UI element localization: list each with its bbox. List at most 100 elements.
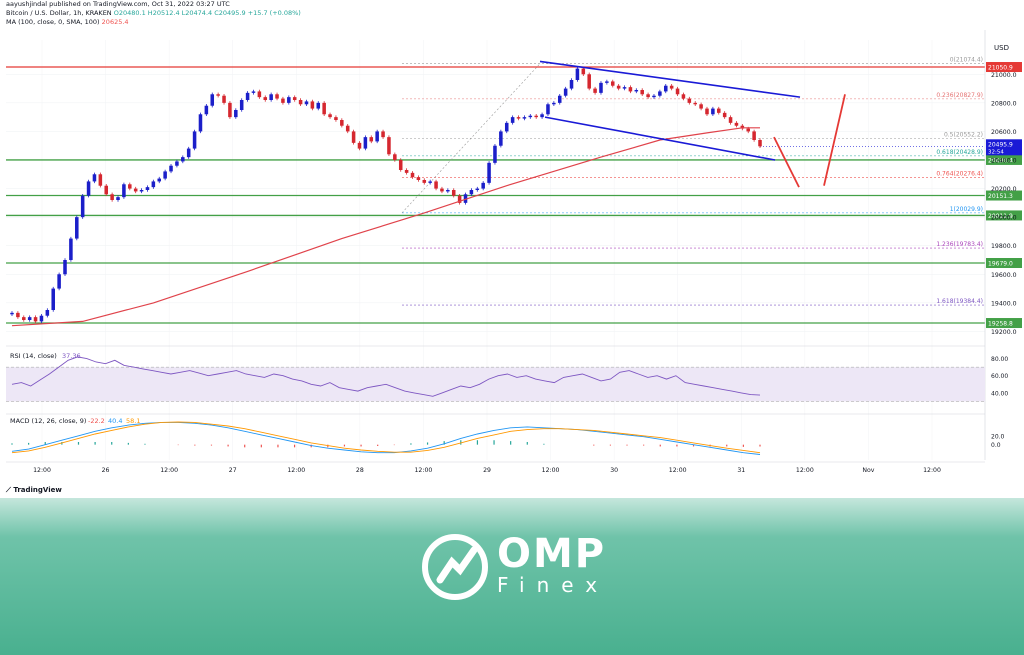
currency-label: USD bbox=[994, 44, 1009, 52]
candle bbox=[287, 95, 291, 105]
candle bbox=[752, 129, 756, 142]
level-tag bbox=[986, 318, 1022, 329]
candle-body bbox=[499, 131, 503, 146]
candle bbox=[728, 115, 733, 125]
candle-body bbox=[345, 125, 350, 132]
candle-body bbox=[675, 88, 680, 95]
candle bbox=[693, 101, 697, 106]
candle bbox=[722, 111, 727, 119]
candle bbox=[705, 106, 709, 116]
candle bbox=[628, 85, 633, 94]
publisher-line: aayushjindal published on TradingView.co… bbox=[6, 0, 230, 8]
level-tag bbox=[986, 190, 1022, 201]
x-tick-label: 28 bbox=[356, 467, 364, 474]
candle bbox=[375, 129, 379, 144]
candle-body bbox=[546, 104, 550, 115]
candle bbox=[151, 179, 156, 189]
candle-body bbox=[181, 157, 185, 162]
candle-body bbox=[681, 94, 686, 99]
candle bbox=[646, 92, 650, 99]
candle bbox=[133, 186, 138, 194]
candle-body bbox=[310, 101, 315, 109]
candle bbox=[175, 159, 179, 168]
candle-body bbox=[599, 82, 603, 93]
candle-body bbox=[151, 181, 156, 188]
candle-body bbox=[216, 94, 220, 96]
candle bbox=[186, 146, 191, 159]
level-tag-label: 19679.0 bbox=[988, 261, 1013, 268]
candle bbox=[228, 101, 232, 119]
fib-label: 1.236(19783.4) bbox=[936, 241, 983, 248]
candle-body bbox=[758, 140, 762, 147]
chart-canvas[interactable]: 21050.9 20400.4 20151.3 20011.9 19679.0 19258… bbox=[0, 0, 1024, 498]
candle bbox=[534, 114, 538, 119]
candle bbox=[393, 152, 397, 162]
candle-body bbox=[86, 181, 91, 196]
candle-body bbox=[740, 125, 745, 129]
candle bbox=[487, 161, 491, 185]
rsi-pane: 80.00 60.00 40.00 bbox=[6, 345, 1008, 402]
macd-tick-label: 20.0 bbox=[991, 433, 1005, 440]
candle-body bbox=[204, 105, 209, 115]
candle bbox=[758, 138, 762, 149]
candle-body bbox=[351, 131, 356, 143]
candle-body bbox=[658, 91, 662, 96]
candle-body bbox=[110, 194, 114, 200]
candle-body bbox=[610, 81, 615, 86]
candle bbox=[234, 108, 238, 119]
candle-body bbox=[640, 90, 644, 95]
candle-body bbox=[540, 114, 544, 118]
candle bbox=[275, 92, 279, 101]
level-tag bbox=[986, 258, 1022, 268]
candle-body bbox=[634, 90, 639, 92]
candle bbox=[610, 79, 615, 88]
x-tick-label: 27 bbox=[229, 467, 237, 474]
candle-body bbox=[593, 88, 597, 93]
candle-body bbox=[746, 128, 750, 132]
candle-body bbox=[281, 98, 285, 103]
candle bbox=[157, 176, 162, 184]
candle-body bbox=[622, 87, 627, 89]
candle bbox=[440, 186, 444, 194]
candle-body bbox=[717, 108, 721, 113]
candle-body bbox=[711, 108, 715, 115]
chart-card: aayushjindal published on TradingView.co… bbox=[0, 0, 1024, 498]
candle bbox=[711, 106, 715, 116]
macd-value-3: 58.1 bbox=[126, 417, 140, 425]
candle-body bbox=[528, 115, 533, 118]
candle bbox=[45, 308, 50, 318]
level-tag bbox=[986, 62, 1022, 73]
macd-signal-line bbox=[11, 421, 761, 454]
candles bbox=[10, 66, 762, 324]
x-tick-label: 12:00 bbox=[796, 467, 814, 474]
tradingview-brand: ⟋ TradingView bbox=[6, 486, 62, 495]
candle-body bbox=[357, 142, 362, 149]
x-axis: 12:00 26 12:00 27 12:00 28 12:00 29 12:00 30 12:00… bbox=[6, 461, 985, 474]
rsi-label: RSI (14, close) bbox=[10, 352, 57, 360]
symbol-name: Bitcoin / U.S. Dollar, 1h, KRAKEN bbox=[6, 9, 112, 17]
candle-body bbox=[145, 187, 150, 190]
candle bbox=[110, 192, 114, 202]
candle-body bbox=[186, 148, 191, 158]
candle bbox=[27, 315, 32, 322]
candle bbox=[204, 104, 209, 116]
fib-label: 0.5(20552.2) bbox=[944, 131, 983, 138]
candle-body bbox=[481, 182, 485, 189]
x-tick-label: 12:00 bbox=[33, 467, 51, 474]
candle-body bbox=[228, 102, 232, 118]
ma100-line bbox=[11, 127, 760, 327]
candle bbox=[216, 92, 220, 98]
candle bbox=[363, 135, 368, 151]
countdown-label: 32:54 bbox=[988, 149, 1004, 155]
candle bbox=[57, 272, 61, 291]
tradingview-label: TradingView bbox=[13, 486, 62, 494]
descending-channel bbox=[539, 60, 801, 161]
level-tag-label: 20011.9 bbox=[988, 213, 1013, 220]
candle bbox=[593, 86, 597, 95]
candle-body bbox=[587, 74, 591, 89]
candle-body bbox=[475, 188, 480, 190]
candle-body bbox=[605, 81, 609, 83]
rsi-tick-label: 60.00 bbox=[991, 373, 1008, 380]
candle bbox=[446, 188, 450, 194]
candle bbox=[658, 89, 662, 98]
